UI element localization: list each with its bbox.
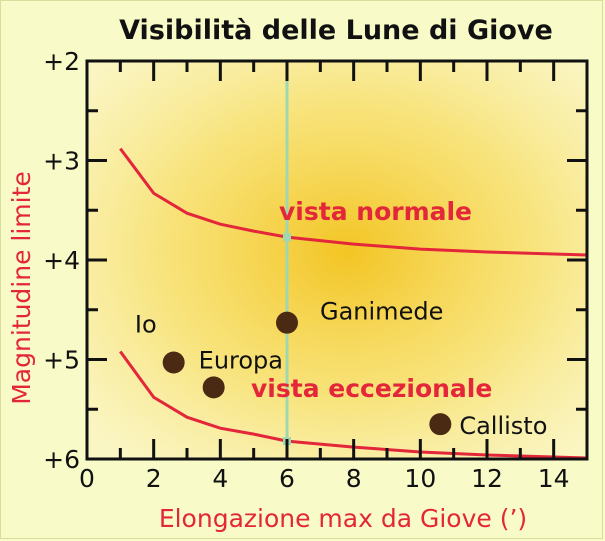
chart-title: Visibilità delle Lune di Giove [119,15,553,46]
plot-area [87,61,587,459]
y-axis-label: Magnitudine limite [7,171,36,405]
x-tick-label: 6 [279,464,295,493]
curve-vista-normale [119,147,588,257]
moon-label-ganimede: Ganimede [320,298,443,326]
moon-label-io: Io [135,310,157,338]
moon-point-ganimede [276,311,298,334]
y-tick-label: +6 [43,445,80,474]
x-tick-label: 8 [346,464,362,493]
curve-label-exceptional: vista eccezionale [251,374,492,403]
y-tick-label: +2 [43,47,80,76]
x-tick-label: 10 [404,464,436,493]
moon-label-europa: Europa [199,346,283,374]
x-tick-label: 14 [538,464,570,493]
y-tick-label: +4 [43,246,80,275]
moon-point-io [162,351,185,374]
moon-point-europa [202,376,225,399]
x-axis-label: Elongazione max da Giove (’) [159,504,527,533]
x-tick-label: 2 [146,464,162,493]
y-tick-label: +5 [43,346,80,375]
moon-label-callisto: Callisto [459,412,547,440]
curve-intersection-marker [283,233,291,242]
moon-point-callisto [429,413,452,436]
y-tick-label: +3 [43,147,80,176]
x-tick-label: 0 [79,464,95,493]
curve-label-normal: vista normale [279,197,472,226]
x-tick-label: 4 [212,464,228,493]
x-tick-label: 12 [471,464,503,493]
